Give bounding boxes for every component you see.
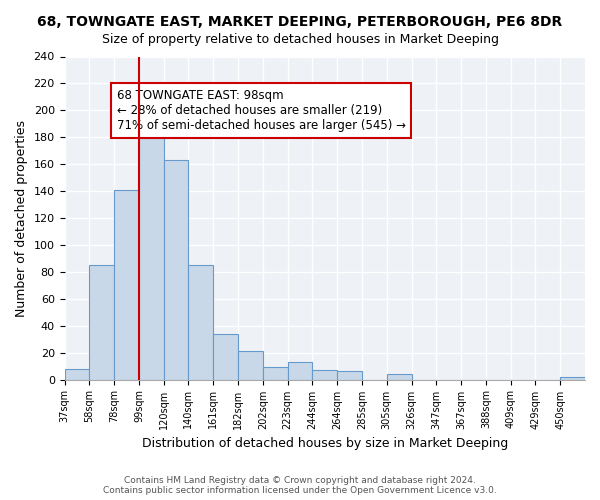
Bar: [213, 334, 238, 380]
Bar: [287, 362, 313, 380]
Bar: [164, 160, 188, 380]
Bar: [65, 369, 89, 380]
Bar: [238, 352, 263, 380]
Bar: [139, 110, 164, 380]
Bar: [263, 368, 287, 380]
Bar: [560, 377, 585, 380]
Bar: [188, 265, 213, 380]
Text: 68 TOWNGATE EAST: 98sqm
← 28% of detached houses are smaller (219)
71% of semi-d: 68 TOWNGATE EAST: 98sqm ← 28% of detache…: [116, 89, 406, 132]
Bar: [337, 372, 362, 380]
Bar: [89, 265, 114, 380]
Bar: [313, 370, 337, 380]
Text: 68, TOWNGATE EAST, MARKET DEEPING, PETERBOROUGH, PE6 8DR: 68, TOWNGATE EAST, MARKET DEEPING, PETER…: [37, 15, 563, 29]
Y-axis label: Number of detached properties: Number of detached properties: [15, 120, 28, 316]
Text: Contains HM Land Registry data © Crown copyright and database right 2024.
Contai: Contains HM Land Registry data © Crown c…: [103, 476, 497, 495]
Bar: [387, 374, 412, 380]
Text: Size of property relative to detached houses in Market Deeping: Size of property relative to detached ho…: [101, 32, 499, 46]
Bar: [114, 190, 139, 380]
X-axis label: Distribution of detached houses by size in Market Deeping: Distribution of detached houses by size …: [142, 437, 508, 450]
